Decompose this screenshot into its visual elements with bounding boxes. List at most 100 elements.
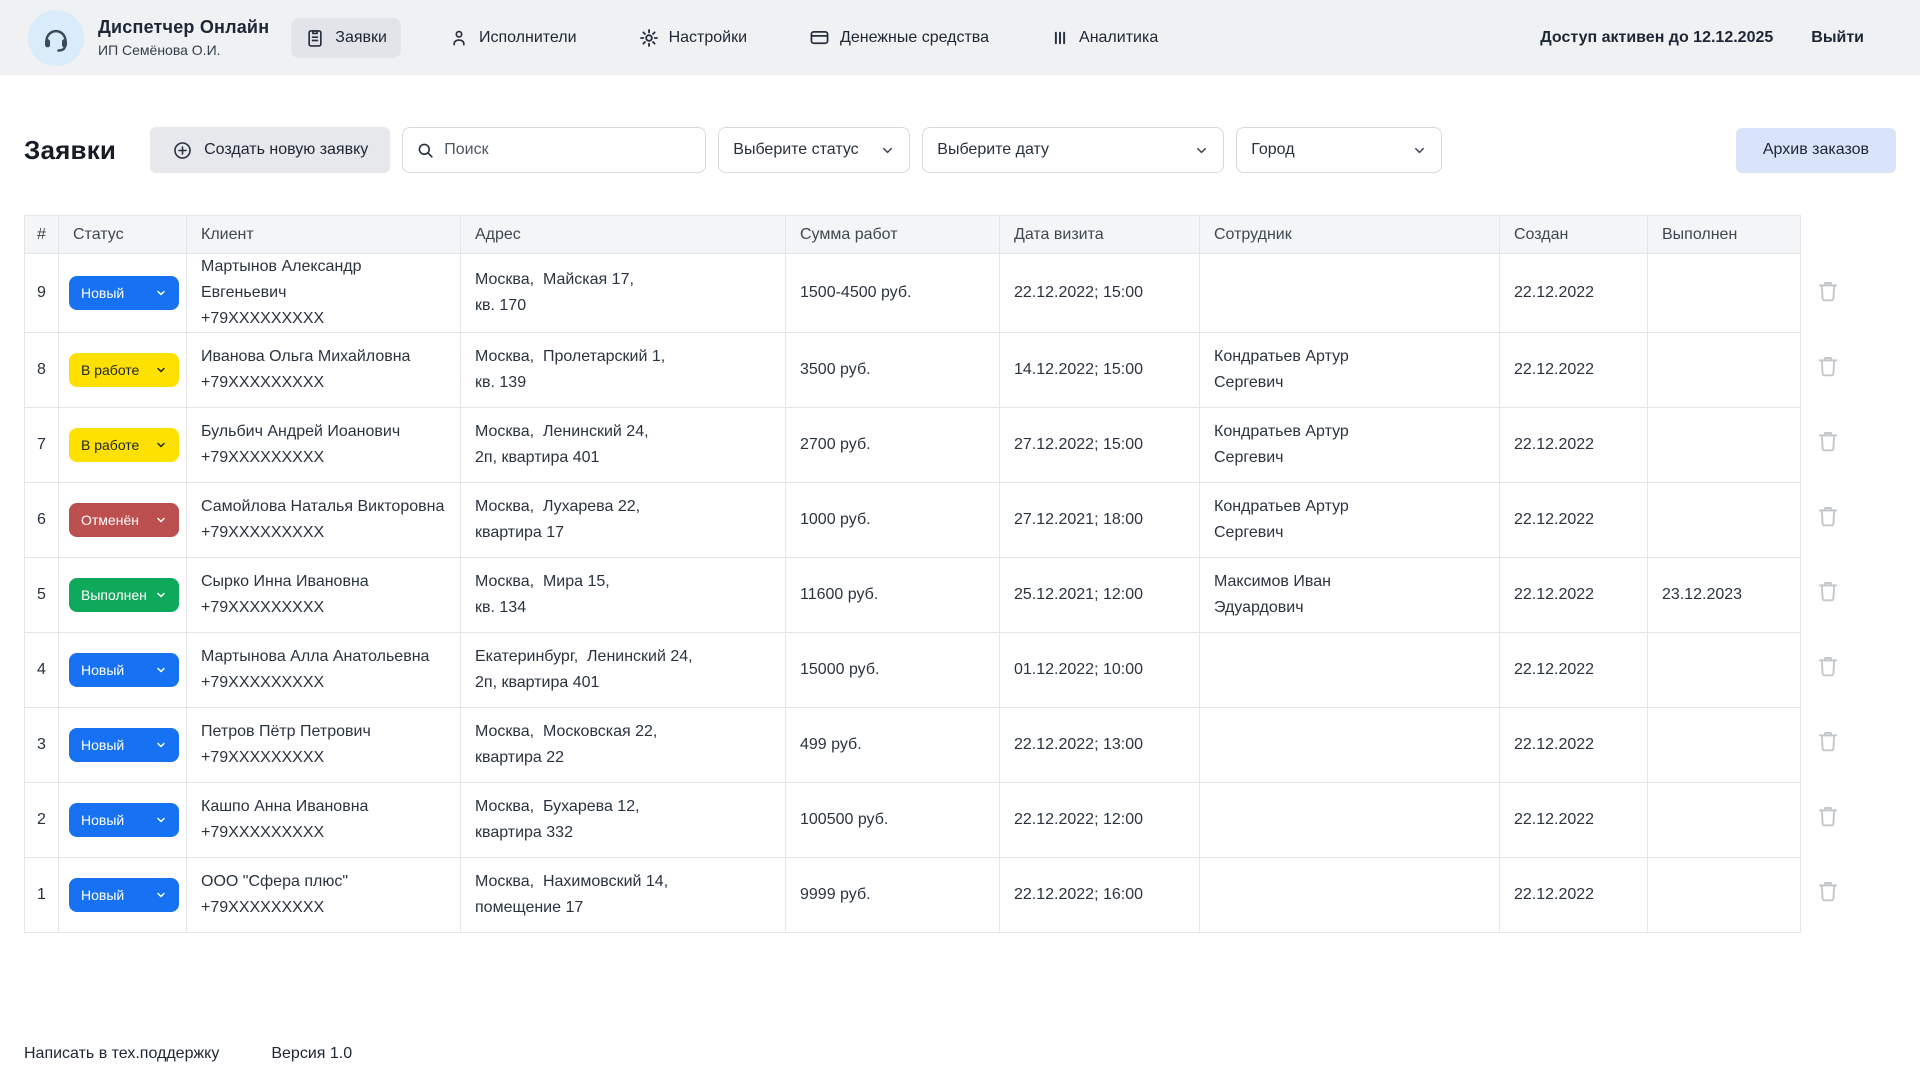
table-row: 5 Выполнен Сырко Инна Ивановна +79XXXXXXXXX… bbox=[24, 557, 1801, 633]
app-logo bbox=[28, 9, 84, 66]
create-request-button[interactable]: Создать новую заявку bbox=[150, 127, 391, 173]
created-date-cell: 22.12.2022 bbox=[1499, 857, 1648, 933]
employee-name: Кондратьев Артур Сергевич bbox=[1214, 498, 1349, 541]
delete-order-button[interactable] bbox=[1813, 403, 1843, 478]
delete-order-button[interactable] bbox=[1813, 703, 1843, 778]
status-select[interactable]: Отменён bbox=[69, 503, 179, 537]
archive-orders-button[interactable]: Архив заказов bbox=[1735, 127, 1896, 173]
client-name: ООО "Сфера плюс" bbox=[201, 873, 348, 890]
visit-date-cell: 22.12.2022; 12:00 bbox=[999, 782, 1200, 858]
delete-order-button[interactable] bbox=[1813, 328, 1843, 403]
delete-order-button[interactable] bbox=[1813, 778, 1843, 853]
status-cell: В работе bbox=[58, 332, 187, 408]
employee-cell: Максимов Иван Эдуардович bbox=[1199, 557, 1500, 633]
table-row: 4 Новый Мартынова Алла Анатольевна +79XXXXX… bbox=[24, 632, 1801, 708]
logout-button[interactable]: Выйти bbox=[1811, 28, 1864, 46]
nav-item-label: Денежные средства bbox=[840, 28, 990, 46]
page-title: Заявки bbox=[24, 134, 117, 165]
page-footer: Написать в тех.поддержку Версия 1.0 bbox=[0, 1045, 1920, 1063]
status-filter-select[interactable]: Выберите статус bbox=[718, 127, 911, 173]
visit-date-cell: 01.12.2022; 10:00 bbox=[999, 632, 1200, 708]
client-phone: +79XXXXXXXXX bbox=[201, 524, 325, 541]
status-cell: В работе bbox=[58, 407, 187, 483]
support-link[interactable]: Написать в тех.поддержку bbox=[24, 1045, 220, 1062]
client-name: Самойлова Наталья Викторовна bbox=[201, 498, 445, 515]
work-sum-cell: 1000 руб. bbox=[785, 482, 1000, 558]
delete-order-button[interactable] bbox=[1813, 628, 1843, 703]
orders-table: # Статус Клиент Адрес Сумма работ Дата визита… bbox=[24, 215, 1801, 933]
clipboard-icon bbox=[305, 28, 325, 48]
delete-order-button[interactable] bbox=[1813, 478, 1843, 553]
chevron-down-icon bbox=[155, 287, 167, 299]
status-select[interactable]: Новый bbox=[69, 728, 179, 762]
visit-date-cell: 22.12.2022; 15:00 bbox=[999, 253, 1200, 333]
orders-table-wrapper: # Статус Клиент Адрес Сумма работ Дата визита… bbox=[24, 215, 1838, 933]
nav-item-analytics[interactable]: Аналитика bbox=[1037, 19, 1172, 57]
user-icon bbox=[449, 28, 469, 48]
row-number: 8 bbox=[24, 332, 59, 408]
delete-order-button[interactable] bbox=[1813, 853, 1843, 928]
employee-cell: Кондратьев Артур Сергевич bbox=[1199, 482, 1500, 558]
chevron-down-icon bbox=[155, 814, 167, 826]
address-cell: Екатеринбург, Ленинский 24, 2п, квартира… bbox=[460, 632, 786, 708]
address-cell: Москва, Бухарева 12, квартира 332 bbox=[460, 782, 786, 858]
employee-cell bbox=[1199, 632, 1500, 708]
visit-date-cell: 25.12.2021; 12:00 bbox=[999, 557, 1200, 633]
status-select[interactable]: Новый bbox=[69, 803, 179, 837]
client-cell: Петров Пётр Петрович +79XXXXXXXXX bbox=[186, 707, 461, 783]
visit-date-cell: 27.12.2021; 18:00 bbox=[999, 482, 1200, 558]
main-content: Заявки Создать новую заявку Выберите ста… bbox=[0, 127, 1920, 933]
address-text: Москва, Московская 22, квартира 22 bbox=[475, 723, 658, 766]
nav-item-executors[interactable]: Исполнители bbox=[435, 18, 591, 58]
nav-item-label: Заявки bbox=[335, 28, 387, 46]
address-cell: Москва, Мира 15, кв. 134 bbox=[460, 557, 786, 633]
work-sum-cell: 9999 руб. bbox=[785, 857, 1000, 933]
table-row: 9 Новый Мартынов Александр Евгеньевич +79XX… bbox=[24, 253, 1801, 333]
search-box bbox=[402, 127, 707, 173]
done-date-cell bbox=[1647, 407, 1801, 483]
work-sum-cell: 1500-4500 руб. bbox=[785, 253, 1000, 333]
client-phone: +79XXXXXXXXX bbox=[201, 899, 325, 916]
nav-item-settings[interactable]: Настройки bbox=[625, 18, 761, 58]
status-select[interactable]: Новый bbox=[69, 276, 179, 310]
column-header: Выполнен bbox=[1647, 215, 1801, 254]
trash-icon bbox=[1815, 728, 1841, 754]
client-name: Мартынов Александр Евгеньевич bbox=[201, 258, 366, 301]
row-number: 7 bbox=[24, 407, 59, 483]
status-select[interactable]: Выполнен bbox=[69, 578, 179, 612]
row-actions-column bbox=[1813, 253, 1843, 928]
delete-order-button[interactable] bbox=[1813, 253, 1843, 328]
chevron-down-icon bbox=[155, 739, 167, 751]
date-filter-value: Выберите дату bbox=[937, 141, 1050, 158]
date-filter-select[interactable]: Выберите дату bbox=[922, 127, 1225, 173]
work-sum-cell: 499 руб. bbox=[785, 707, 1000, 783]
search-input[interactable] bbox=[444, 141, 693, 159]
nav-item-label: Настройки bbox=[668, 28, 748, 46]
created-date-cell: 22.12.2022 bbox=[1499, 632, 1648, 708]
status-select[interactable]: Новый bbox=[69, 653, 179, 687]
status-select[interactable]: Новый bbox=[69, 878, 179, 912]
client-phone: +79XXXXXXXXX bbox=[201, 310, 325, 327]
nav-item-orders[interactable]: Заявки bbox=[291, 17, 401, 58]
table-row: 8 В работе Иванова Ольга Михайловна +79XXXX… bbox=[24, 332, 1801, 408]
visit-date-cell: 27.12.2022; 15:00 bbox=[999, 407, 1200, 483]
client-phone: +79XXXXXXXXX bbox=[201, 374, 325, 391]
header-right: Доступ активен до 12.12.2025 Выйти bbox=[1540, 29, 1864, 47]
delete-order-button[interactable] bbox=[1813, 553, 1843, 628]
status-filter-value: Выберите статус bbox=[733, 141, 859, 158]
status-select[interactable]: В работе bbox=[69, 353, 179, 387]
chevron-down-icon bbox=[1194, 143, 1209, 158]
client-cell: Мартынова Алла Анатольевна +79XXXXXXXXX bbox=[186, 632, 461, 708]
status-cell: Новый bbox=[58, 253, 187, 333]
address-cell: Москва, Пролетарский 1, кв. 139 bbox=[460, 332, 786, 408]
employee-name: Кондратьев Артур Сергевич bbox=[1214, 348, 1349, 391]
done-date-cell bbox=[1647, 253, 1801, 333]
app-title: Диспетчер Онлайн bbox=[98, 17, 270, 37]
work-sum-cell: 15000 руб. bbox=[785, 632, 1000, 708]
nav-item-money[interactable]: Денежные средства bbox=[795, 17, 1003, 58]
status-select[interactable]: В работе bbox=[69, 428, 179, 462]
trash-icon bbox=[1815, 578, 1841, 604]
client-name: Сырко Инна Ивановна bbox=[201, 573, 369, 590]
city-filter-select[interactable]: Город bbox=[1236, 127, 1443, 173]
column-header: Создан bbox=[1499, 215, 1648, 254]
